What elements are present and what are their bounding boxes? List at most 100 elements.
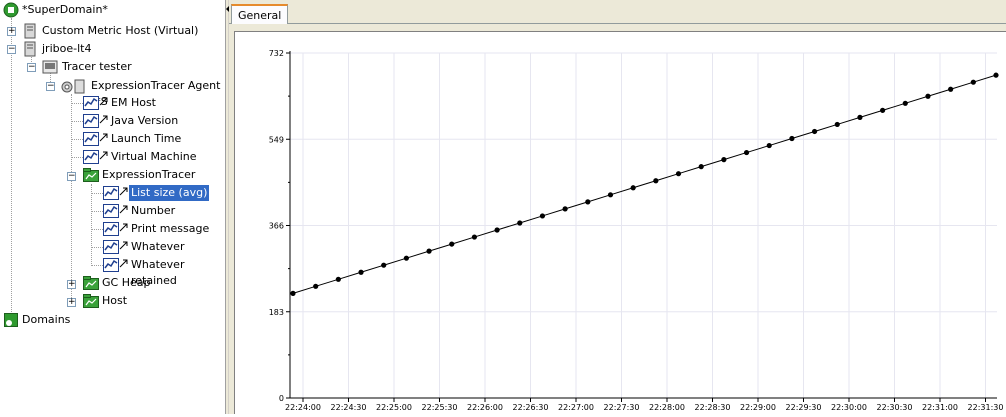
metric-icon [103,203,119,219]
data-point [494,227,500,233]
metric-icon [83,131,99,147]
data-point [766,142,772,149]
x-tick-label: 22:26:00 [467,403,503,412]
data-point [675,171,682,177]
expand-custom-metric-host[interactable]: + [7,26,16,36]
data-point [743,149,750,156]
tree-node-agent[interactable]: ExpressionTracer Agent (*S [91,79,221,108]
tree-connector [71,103,83,104]
x-tick-label: 22:30:00 [831,403,867,412]
x-tick-label: 22:25:00 [376,403,412,412]
server-icon [22,23,38,39]
y-tick-label: 732 [269,49,284,58]
agent-icon [60,78,88,94]
tree-node-host-metrics[interactable]: Host [102,294,128,307]
tree-connector [91,184,92,266]
data-point [948,86,954,92]
tree-node-em-host[interactable]: EM Host [111,96,156,109]
data-point [517,220,523,226]
metric-icon [103,239,119,255]
data-point [811,128,818,135]
link-arrow-icon [119,239,129,255]
tree-node-list-size-avg[interactable]: List size (avg) [129,185,210,201]
data-point [630,185,636,191]
collapse-agent[interactable]: − [46,81,55,91]
x-tick-label: 22:26:30 [513,403,549,412]
data-point [539,213,546,219]
expand-host-metrics[interactable]: + [67,297,76,307]
x-tick-label: 22:25:30 [422,403,458,412]
link-arrow-icon [119,221,129,237]
collapse-process[interactable]: − [27,62,36,72]
tree-connector [71,94,72,302]
expand-gc-heap[interactable]: + [67,279,76,289]
tree-connector [91,229,103,230]
data-point [698,164,704,170]
data-point [925,93,931,99]
metric-icon [103,257,119,273]
process-icon [42,59,58,75]
data-point [449,241,455,247]
metric-icon [83,95,99,111]
data-point [880,107,886,113]
tree-connector [50,72,51,86]
x-tick-label: 22:24:00 [285,403,321,412]
tree-node-superdomain[interactable]: *SuperDomain* [22,3,108,16]
tree-node-gc-heap[interactable]: GC Heap [102,276,151,289]
tree-node-print-message[interactable]: Print message [131,222,210,235]
tree-connector [11,18,12,320]
tree-node-custom-metric-host[interactable]: Custom Metric Host (Virtual) [42,24,199,37]
tree-node-launch-time[interactable]: Launch Time [111,132,182,145]
tree-connector [91,193,103,194]
data-point [970,79,976,85]
metric-folder-icon [83,293,99,309]
tree-node-number[interactable]: Number [131,204,176,217]
tree-node-virtual-machine[interactable]: Virtual Machine [111,150,197,163]
chart-frame: 0 183 366 549 732 22:24:00 22:24:30 22:25:00 22:… [234,31,1006,414]
data-point [993,72,999,78]
data-point [313,283,319,289]
collapse-arrow-icon[interactable] [226,5,230,13]
navigator-tree[interactable]: *SuperDomain* + Custom Metric Host (Virt… [0,0,225,414]
tree-node-whatever[interactable]: Whatever [131,240,185,253]
tab-bar: General [229,0,1006,24]
y-tick-label: 183 [269,308,284,317]
tree-node-domains[interactable]: Domains [22,313,71,326]
collapse-host[interactable]: − [7,44,16,54]
data-point [562,206,568,212]
line-chart: 0 183 366 549 732 22:24:00 22:24:30 22:25:00 22:… [269,49,1004,412]
x-tick-label: 22:27:30 [604,403,640,412]
server-icon [22,41,38,57]
data-point [335,276,341,282]
collapse-expression-tracer[interactable]: − [67,171,76,181]
tree-connector [91,265,103,266]
data-point [358,269,364,275]
metric-icon [83,113,99,129]
link-arrow-icon [99,149,109,165]
x-tick-label: 22:31:00 [922,403,958,412]
link-arrow-icon [99,95,109,111]
metric-folder-icon [83,275,99,291]
data-point [403,255,409,261]
x-tick-label: 22:28:00 [649,403,685,412]
data-point [902,100,908,106]
panel-splitter[interactable] [225,0,230,414]
data-point [381,262,387,268]
tree-connector [31,54,32,68]
x-tick-label: 22:27:00 [558,403,594,412]
tree-node-process[interactable]: Tracer tester [62,60,132,73]
data-point [721,157,727,163]
tree-node-java-version[interactable]: Java Version [111,114,179,127]
tree-node-whatever-retained[interactable]: Whatever retained [131,258,185,287]
data-point [471,234,478,240]
tree-node-expression-tracer[interactable]: ExpressionTracer [102,168,196,181]
data-point [834,121,840,128]
x-tick-label: 22:28:30 [695,403,731,412]
metric-icon [103,185,119,201]
link-arrow-icon [99,113,109,129]
x-tick-label: 22:24:30 [331,403,367,412]
tree-node-host[interactable]: jriboe-lt4 [42,42,92,55]
x-tick-label: 22:29:00 [740,403,776,412]
tab-general[interactable]: General [231,4,289,24]
metric-icon [83,149,99,165]
